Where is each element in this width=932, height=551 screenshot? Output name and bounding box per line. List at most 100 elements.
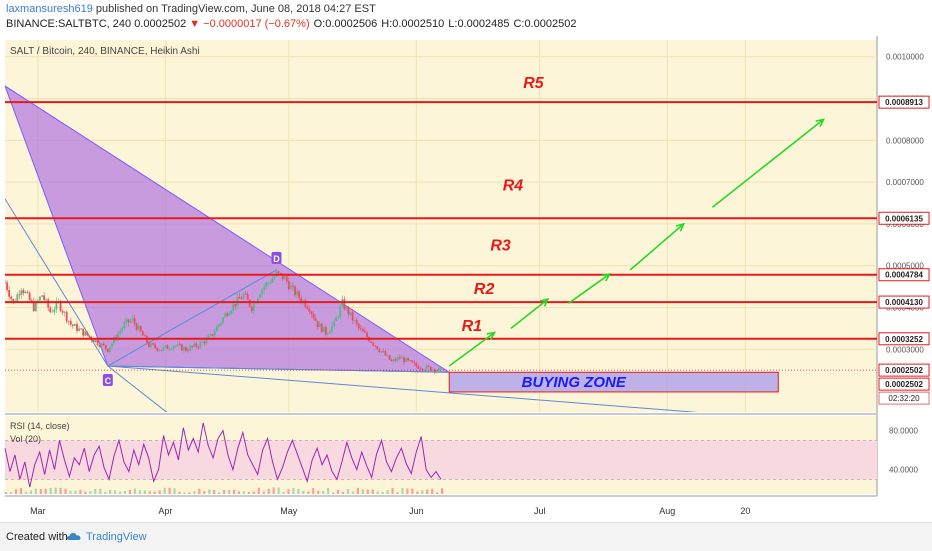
candle-body — [423, 369, 426, 371]
candle-body — [183, 347, 185, 351]
candle-body — [28, 292, 31, 301]
candle-body — [345, 307, 348, 310]
candle-body — [74, 324, 76, 326]
candle-body — [361, 328, 364, 332]
candle-body — [65, 311, 68, 322]
candle-body — [429, 366, 432, 371]
chart-title: SALT / Bitcoin, 240, BINANCE, Heikin Ash… — [10, 46, 200, 57]
candle-body — [53, 309, 56, 312]
candle-body — [45, 299, 48, 301]
candle-body — [364, 331, 366, 333]
volume-bar — [346, 489, 350, 494]
candle-body — [296, 291, 298, 296]
volume-title: Vol (20) — [10, 434, 41, 444]
candle-body — [261, 289, 263, 295]
volume-bar — [396, 492, 399, 494]
open-value: 0.0002506 — [325, 18, 378, 30]
buying-zone-box — [448, 371, 779, 393]
volume-bar — [317, 490, 320, 494]
volume-bar — [19, 487, 23, 494]
volume-bar — [173, 488, 176, 494]
candle-body — [176, 344, 179, 346]
x-tick-label: May — [280, 506, 298, 516]
volume-bar — [356, 487, 359, 494]
volume-bar — [74, 490, 77, 494]
fan-trendline — [107, 365, 168, 412]
high-value: 0.0002510 — [392, 18, 445, 30]
volume-bar — [277, 487, 280, 494]
candle-body — [131, 318, 134, 321]
volume-bar — [84, 491, 87, 494]
candle-body — [238, 296, 241, 299]
candle-body — [374, 345, 377, 347]
volume-bar — [431, 488, 434, 494]
volume-bar — [29, 490, 32, 494]
volume-bar — [267, 488, 270, 494]
candle-body — [415, 363, 418, 367]
volume-bar — [341, 491, 345, 494]
rsi-band — [5, 440, 877, 480]
volume-bar — [193, 491, 196, 494]
candle-body — [6, 282, 8, 291]
chart-svg[interactable]: 0.00100000.00090000.00080000.00070000.00… — [0, 36, 932, 522]
volume-bar — [14, 489, 18, 494]
candle-body — [378, 349, 381, 352]
candle-body — [255, 302, 257, 304]
volume-bar — [128, 489, 132, 494]
candle-body — [207, 335, 210, 338]
candle-body — [409, 360, 412, 362]
candle-body — [67, 321, 70, 322]
candle-body — [55, 301, 58, 310]
volume-bar — [24, 491, 28, 494]
volume-bar — [262, 491, 265, 494]
candle-body — [310, 311, 313, 314]
price-axis-tag-label: 0.0002502 — [885, 366, 923, 375]
volume-bar — [133, 488, 137, 494]
candle-body — [329, 331, 331, 334]
volume-bar — [292, 488, 295, 494]
candle-body — [174, 345, 177, 347]
candle-body — [178, 344, 181, 345]
candle-body — [242, 293, 245, 299]
candle-body — [63, 311, 66, 313]
pattern-point-label-c: C — [105, 376, 112, 386]
candle-body — [185, 347, 187, 351]
candle-body — [201, 341, 204, 343]
volume-bar — [247, 491, 250, 494]
volume-bar — [416, 491, 419, 494]
price-axis-tag-label: 0.0006135 — [885, 214, 923, 223]
volume-bar — [252, 491, 255, 494]
candle-body — [5, 282, 6, 284]
volume-bar — [322, 490, 325, 494]
candle-body — [71, 324, 74, 326]
candle-body — [32, 301, 35, 312]
x-tick-label: Jul — [534, 506, 546, 516]
author-name[interactable]: laxmansuresh619 — [6, 3, 93, 15]
candle-body — [347, 307, 350, 315]
candle-body — [267, 282, 270, 284]
candle-body — [49, 307, 52, 313]
candle-body — [88, 335, 91, 337]
candle-body — [337, 316, 340, 318]
candle-body — [333, 320, 335, 326]
volume-bar — [69, 490, 72, 494]
candle-body — [215, 326, 218, 332]
volume-bar — [287, 489, 290, 494]
price-change: ▼ −0.0000017 (−0.67%) — [189, 18, 310, 30]
candle-body — [16, 294, 19, 302]
projection-arrow-head — [675, 222, 686, 232]
volume-bar — [406, 488, 409, 494]
volume-bar — [109, 489, 112, 494]
candle-body — [111, 343, 113, 348]
y-tick-label: 0.0003000 — [886, 345, 924, 354]
symbol-interval: BINANCE:SALTBTC, 240 — [6, 18, 132, 30]
tradingview-link[interactable]: TradingView — [86, 531, 147, 543]
low-label: L: — [448, 18, 458, 30]
tradingview-logo-icon[interactable] — [66, 530, 82, 542]
volume-bar — [158, 490, 161, 494]
candle-body — [104, 345, 107, 349]
chart-area[interactable]: 0.00100000.00090000.00080000.00070000.00… — [0, 36, 932, 550]
x-tick-label: Apr — [158, 506, 172, 516]
volume-bar — [5, 492, 8, 494]
candle-body — [403, 357, 405, 363]
